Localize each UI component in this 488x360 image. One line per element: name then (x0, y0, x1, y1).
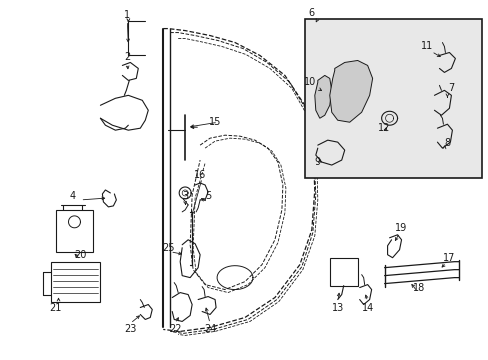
Bar (304, 19, 481, 178)
Text: 22: 22 (168, 324, 181, 334)
Text: 16: 16 (194, 170, 206, 180)
Text: 14: 14 (361, 302, 373, 312)
Text: 11: 11 (421, 41, 433, 50)
Bar (56, 210, 93, 252)
Text: 8: 8 (444, 138, 449, 148)
Polygon shape (329, 60, 372, 122)
Text: 21: 21 (49, 302, 61, 312)
Text: 1: 1 (124, 10, 130, 20)
Text: 23: 23 (124, 324, 136, 334)
Text: 5: 5 (204, 191, 211, 201)
Text: 18: 18 (412, 283, 425, 293)
Text: 15: 15 (208, 117, 221, 127)
Text: 10: 10 (303, 77, 315, 87)
Text: 3: 3 (182, 191, 188, 201)
Bar (50, 262, 100, 302)
Text: 17: 17 (442, 253, 455, 263)
Text: 9: 9 (314, 157, 320, 167)
Polygon shape (314, 75, 331, 118)
Text: 20: 20 (74, 250, 86, 260)
Text: 25: 25 (162, 243, 174, 253)
Text: 4: 4 (69, 191, 76, 201)
Text: 2: 2 (124, 53, 130, 63)
Text: 13: 13 (331, 302, 343, 312)
Text: 24: 24 (203, 324, 216, 334)
Text: 7: 7 (447, 84, 454, 93)
Text: 19: 19 (395, 223, 407, 233)
Text: 6: 6 (308, 8, 314, 18)
Bar (329, 258, 357, 285)
Text: 12: 12 (378, 123, 390, 133)
